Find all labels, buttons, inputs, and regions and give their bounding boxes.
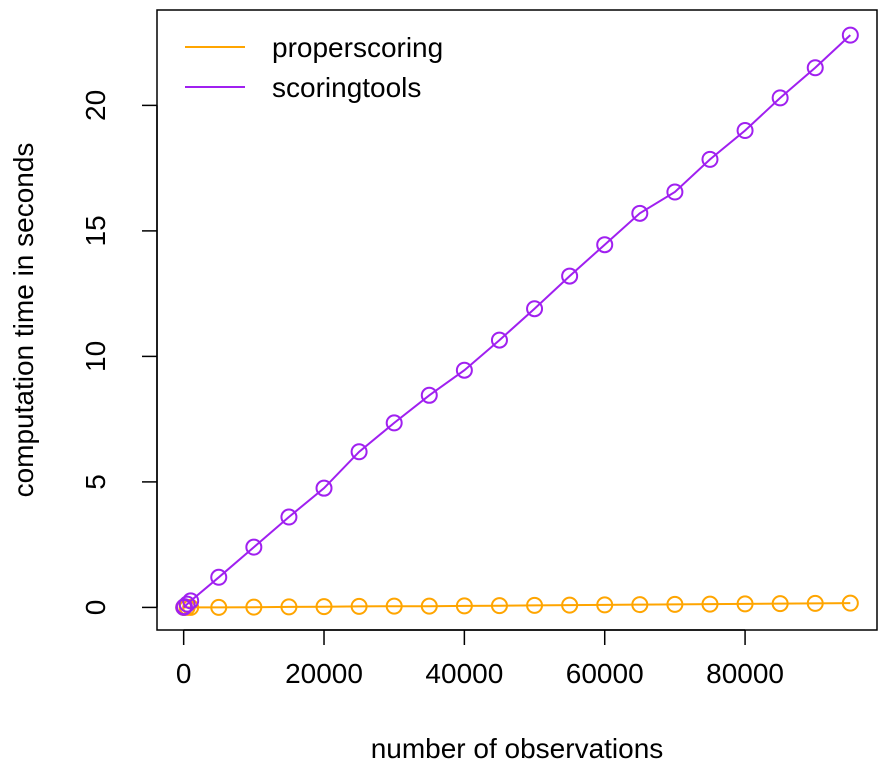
data-point-scoringtools	[178, 595, 196, 613]
data-point-scoringtools	[701, 150, 719, 168]
y-axis-title: computation time in seconds	[8, 143, 39, 498]
y-tick-label: 5	[80, 474, 111, 490]
data-point-properscoring	[455, 597, 473, 615]
data-point-scoringtools	[182, 592, 200, 610]
series-line-properscoring	[183, 602, 851, 609]
data-point-properscoring	[841, 594, 859, 612]
y-axis: 0 5 10 15 20	[80, 90, 158, 616]
data-point-scoringtools	[280, 508, 298, 526]
y-tick-label: 10	[80, 341, 111, 372]
data-point-properscoring	[701, 595, 719, 613]
data-point-scoringtools	[666, 183, 684, 201]
x-tick-label: 60000	[566, 658, 644, 689]
data-point-properscoring	[596, 596, 614, 614]
data-point-scoringtools	[806, 59, 824, 77]
y-tick-label: 20	[80, 90, 111, 121]
x-axis: 0 20000 40000 60000 80000	[176, 629, 784, 689]
x-tick-label: 40000	[425, 658, 503, 689]
data-point-scoringtools	[631, 204, 649, 222]
series-layer	[175, 26, 859, 616]
y-tick-label: 15	[80, 215, 111, 246]
series-line-scoringtools	[182, 34, 851, 609]
data-point-properscoring	[666, 595, 684, 613]
data-point-properscoring	[210, 598, 228, 616]
data-point-properscoring	[420, 597, 438, 615]
data-point-scoringtools	[210, 568, 228, 586]
data-point-scoringtools	[245, 538, 263, 556]
data-point-properscoring	[631, 596, 649, 614]
data-point-scoringtools	[455, 361, 473, 379]
data-point-properscoring	[736, 595, 754, 613]
data-point-properscoring	[315, 598, 333, 616]
data-point-properscoring	[350, 597, 368, 615]
data-point-properscoring	[490, 597, 508, 615]
legend: properscoring scoringtools	[185, 32, 443, 103]
data-point-scoringtools	[315, 479, 333, 497]
data-point-scoringtools	[490, 331, 508, 349]
data-point-properscoring	[245, 598, 263, 616]
data-point-properscoring	[771, 595, 789, 613]
legend-label-scoringtools: scoringtools	[272, 72, 421, 103]
data-point-properscoring	[385, 597, 403, 615]
data-point-scoringtools	[771, 89, 789, 107]
data-point-properscoring	[561, 596, 579, 614]
data-point-scoringtools	[736, 121, 754, 139]
x-tick-label: 80000	[706, 658, 784, 689]
data-point-properscoring	[526, 596, 544, 614]
data-point-scoringtools	[561, 267, 579, 285]
data-point-scoringtools	[526, 300, 544, 318]
data-point-scoringtools	[420, 386, 438, 404]
legend-label-properscoring: properscoring	[272, 32, 443, 63]
data-point-scoringtools	[841, 26, 859, 44]
x-tick-label: 20000	[285, 658, 363, 689]
data-point-scoringtools	[596, 236, 614, 254]
y-tick-label: 0	[80, 600, 111, 616]
data-point-properscoring	[806, 594, 824, 612]
x-axis-title: number of observations	[371, 733, 664, 764]
data-point-scoringtools	[350, 443, 368, 461]
x-tick-label: 0	[176, 658, 192, 689]
data-point-properscoring	[280, 598, 298, 616]
data-point-scoringtools	[385, 414, 403, 432]
